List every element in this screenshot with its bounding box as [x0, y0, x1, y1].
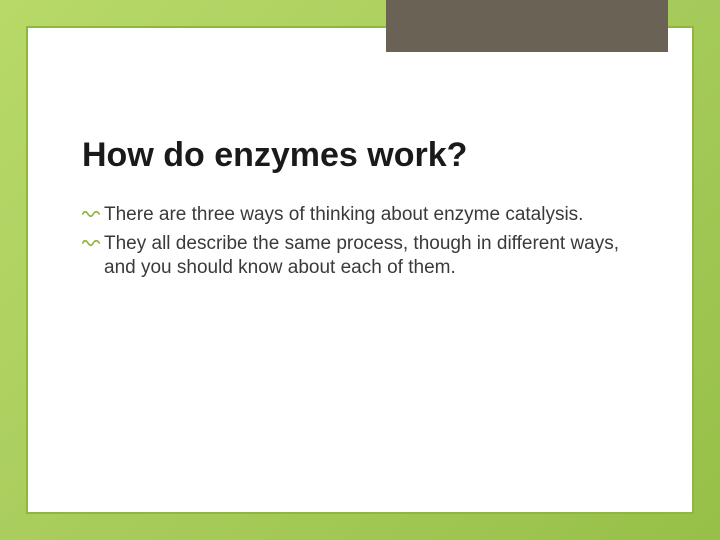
accent-box — [386, 0, 668, 52]
list-item: They all describe the same process, thou… — [82, 232, 638, 281]
slide-content: How do enzymes work? There are three way… — [26, 26, 694, 514]
slide-title: How do enzymes work? — [82, 136, 638, 175]
swirl-icon — [82, 206, 100, 222]
bullet-text: They all describe the same process, thou… — [104, 233, 619, 279]
bullet-list: There are three ways of thinking about e… — [82, 203, 638, 281]
list-item: There are three ways of thinking about e… — [82, 203, 638, 228]
swirl-icon — [82, 235, 100, 251]
bullet-text: There are three ways of thinking about e… — [104, 204, 583, 225]
